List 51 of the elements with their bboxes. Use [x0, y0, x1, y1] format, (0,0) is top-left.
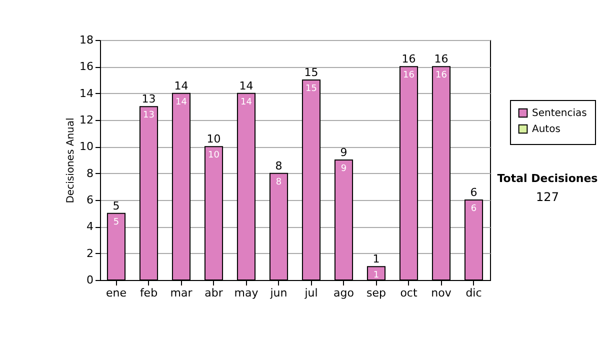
- legend-label: Sentencias: [532, 108, 587, 119]
- total-label: 6: [470, 186, 478, 199]
- y-tick-label: 8: [86, 166, 94, 180]
- total-label: 9: [340, 146, 348, 159]
- y-tick-label: 0: [86, 274, 94, 286]
- x-tick-label: dic: [466, 286, 482, 300]
- y-tick-label: 6: [86, 194, 94, 206]
- y-tick-label: 10: [80, 140, 94, 154]
- total-label: 14: [174, 79, 188, 92]
- y-tick-label: 18: [80, 34, 94, 46]
- x-tick-label: mar: [170, 286, 193, 300]
- x-tick-label: sep: [366, 286, 386, 300]
- x-tick-label: ene: [106, 286, 127, 300]
- x-tick-label: may: [234, 286, 259, 300]
- x-tick-label: oct: [400, 286, 418, 300]
- x-tick-label: feb: [140, 286, 158, 300]
- data-label: 8: [276, 177, 282, 188]
- data-label: 15: [306, 84, 317, 94]
- total-label: 10: [206, 132, 221, 146]
- total-label: 16: [434, 52, 448, 66]
- y-tick-label: 4: [86, 220, 94, 234]
- data-label: 6: [470, 204, 477, 214]
- x-tick-label: nov: [431, 286, 452, 300]
- total-label: 15: [304, 66, 318, 79]
- data-label: 5: [113, 217, 120, 228]
- y-tick-label: 16: [80, 60, 94, 74]
- x-tick-label: jul: [304, 286, 318, 300]
- y-tick-label: 12: [80, 114, 94, 126]
- x-tick-label: jun: [269, 286, 288, 300]
- text: Total Decisiones: [496, 172, 599, 185]
- data-label: 14: [176, 97, 188, 108]
- total-label: 14: [239, 79, 254, 92]
- legend-label: Autos: [532, 124, 560, 135]
- x-tick-label: ago: [334, 286, 354, 300]
- data-label: 13: [143, 110, 154, 121]
- total-label: 8: [275, 159, 282, 172]
- total-label: 1: [372, 252, 380, 266]
- total-label: 16: [402, 52, 416, 66]
- data-label: 16: [403, 70, 415, 81]
- data-label: 9: [340, 164, 347, 174]
- y-tick-label: 2: [86, 246, 94, 260]
- y-axis-title: Decisiones Anual: [66, 118, 77, 204]
- y-tick-label: 14: [80, 86, 94, 100]
- data-label: 1: [373, 270, 380, 281]
- data-label: 16: [436, 70, 448, 81]
- data-label: 10: [208, 150, 220, 161]
- data-label: 14: [240, 97, 252, 108]
- x-tick-label: abr: [204, 286, 224, 300]
- text: 127: [535, 190, 560, 204]
- total-label: 5: [112, 199, 120, 212]
- total-label: 13: [142, 92, 156, 106]
